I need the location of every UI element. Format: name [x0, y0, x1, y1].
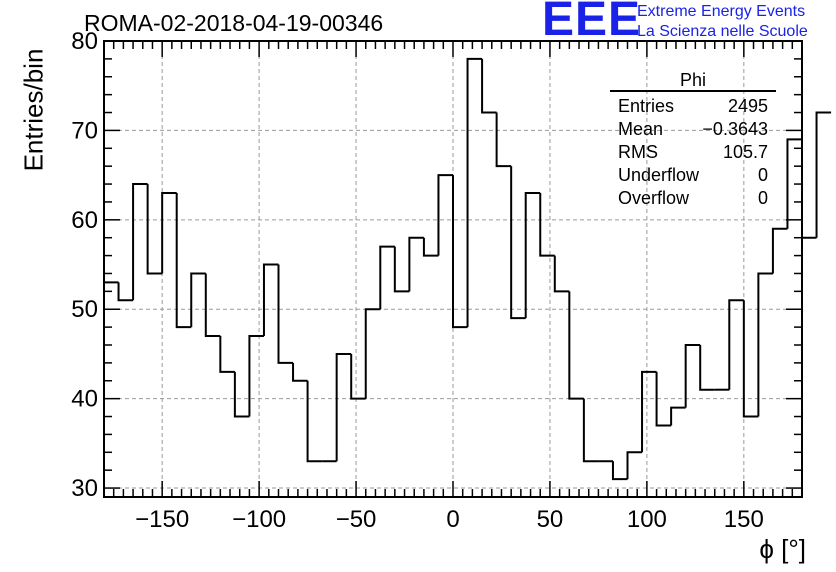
histogram-bin — [422, 237, 439, 257]
y-tick-label: 30 — [71, 475, 98, 502]
histogram-bin — [219, 336, 235, 373]
histogram-bin — [801, 139, 817, 239]
histogram-bin — [292, 362, 308, 382]
stats-value: 2495 — [727, 96, 768, 116]
histogram-bin — [437, 174, 453, 256]
histogram-bin — [204, 273, 221, 338]
stats-label: Entries — [618, 96, 675, 116]
histogram-bin — [757, 272, 773, 417]
histogram-bin — [510, 166, 526, 320]
stats-row-entries: Entries 2495 — [610, 95, 776, 118]
stats-box: Phi Entries 2495 Mean −0.3643 RMS 105.7 Underf… — [610, 70, 776, 210]
histogram-bin — [553, 255, 570, 293]
stats-row-overflow: Overflow 0 — [610, 187, 776, 210]
stats-row-underflow: Underflow 0 — [610, 164, 776, 187]
histogram-bin — [146, 184, 163, 275]
histogram-bin — [452, 175, 468, 329]
histogram-bin — [262, 263, 279, 337]
stats-label: Underflow — [618, 165, 700, 185]
axis-ticks — [104, 40, 802, 497]
tick-labels: −150 −100 −50 0 50 100 150 30 40 50 60 70 80 — [71, 28, 764, 533]
histogram-bin — [248, 335, 264, 417]
stats-value: 105.7 — [722, 142, 768, 162]
histogram-bin — [190, 272, 206, 328]
x-tick-label: −150 — [135, 506, 189, 533]
histogram-bin — [364, 308, 381, 399]
eee-logo: EEE — [542, 0, 642, 46]
histogram-bin — [524, 192, 541, 319]
histogram-bin — [481, 58, 497, 114]
histogram-bin — [611, 461, 628, 481]
histogram-bin — [117, 282, 134, 302]
histogram-bin — [641, 370, 657, 453]
histogram-bin — [684, 344, 701, 408]
histogram-bin — [161, 192, 177, 274]
histogram-bin — [350, 353, 366, 400]
histogram-bin — [742, 300, 759, 418]
histogram-bins — [103, 57, 832, 497]
x-tick-label: −50 — [336, 506, 377, 533]
y-tick-label: 70 — [71, 117, 98, 144]
stats-row-mean: Mean −0.3643 — [610, 118, 776, 141]
stats-label: Mean — [618, 119, 664, 139]
histogram-bin — [175, 193, 192, 329]
histogram-bin — [626, 451, 643, 480]
stats-label: RMS — [618, 142, 658, 162]
x-axis-label: ϕ [°] — [759, 534, 806, 564]
histogram-bin — [495, 112, 512, 168]
histogram-bin — [539, 193, 555, 257]
histogram-bin — [277, 264, 294, 364]
histogram-bin — [771, 227, 788, 274]
histogram-bin — [699, 345, 715, 391]
stats-divider — [610, 90, 776, 92]
histogram-bin — [306, 380, 323, 463]
logo-line-1: Extreme Energy Events — [637, 3, 806, 20]
histogram-bin — [728, 299, 744, 390]
x-tick-label: 150 — [724, 506, 764, 533]
logo-line-2: La Scienza nelle Scuole — [637, 23, 808, 40]
y-axis-label: Entries/bin — [18, 48, 49, 172]
stats-value: −0.3643 — [702, 119, 768, 139]
histogram-bin — [815, 111, 832, 238]
y-tick-label: 40 — [71, 386, 98, 413]
histogram-bin — [670, 406, 686, 426]
stats-row-rms: RMS 105.7 — [610, 141, 776, 164]
x-tick-label: −100 — [232, 506, 286, 533]
stats-value: 0 — [757, 188, 768, 208]
histogram-bin — [466, 57, 483, 328]
x-tick-label: 100 — [627, 506, 667, 533]
histogram-bin — [568, 291, 584, 400]
histogram-bin — [103, 281, 119, 497]
histogram-bin — [379, 245, 395, 310]
plot-frame — [103, 40, 803, 498]
y-tick-label: 60 — [71, 207, 98, 234]
y-tick-label: 80 — [71, 28, 98, 55]
stats-rows: Entries 2495 Mean −0.3643 RMS 105.7 Underflow 0… — [610, 95, 776, 210]
histogram-bin — [582, 398, 599, 463]
histogram-bin — [655, 371, 672, 427]
y-tick-label: 50 — [71, 296, 98, 323]
stats-value: 0 — [757, 165, 768, 185]
x-tick-label: 50 — [537, 506, 564, 533]
histogram-bin — [132, 183, 148, 301]
x-tick-label: 0 — [446, 506, 459, 533]
histogram-bin — [393, 246, 410, 293]
chart-title: ROMA-02-2018-04-19-00346 — [84, 10, 384, 36]
stats-label: Overflow — [618, 188, 690, 208]
histogram-bin — [786, 138, 802, 229]
stats-title: Phi — [679, 70, 706, 90]
histogram-bin — [408, 236, 424, 292]
histogram-bin — [233, 371, 250, 418]
histogram-bin — [335, 352, 352, 462]
